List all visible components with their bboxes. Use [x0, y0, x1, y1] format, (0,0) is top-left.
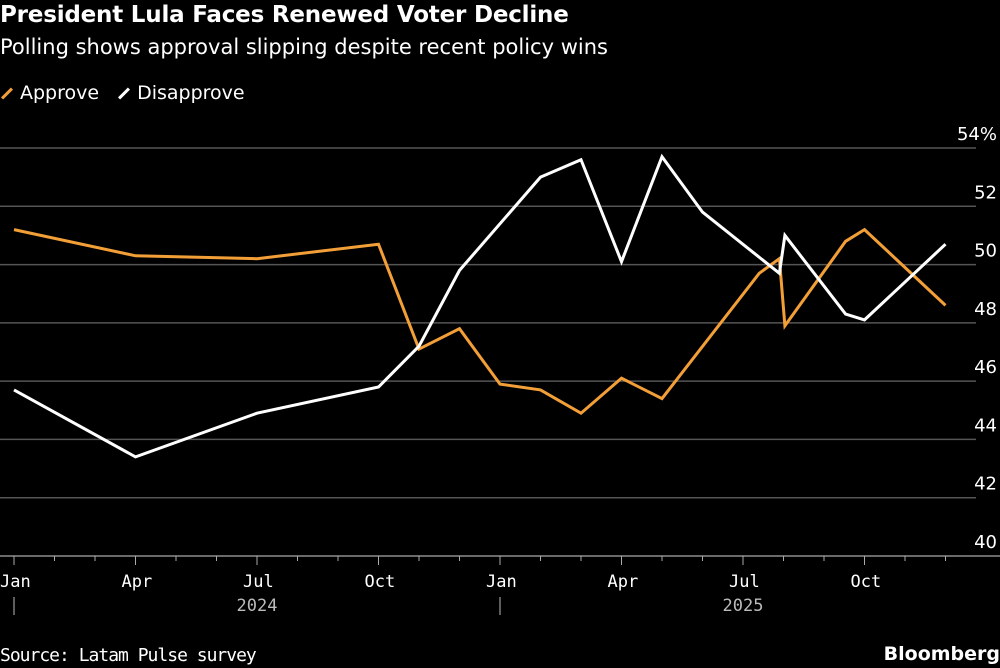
x-tick-label: Jan [486, 572, 517, 592]
bloomberg-logo: Bloomberg [883, 643, 1000, 665]
legend: Approve Disapprove [0, 82, 245, 104]
y-tick-label: 44 [974, 415, 997, 436]
x-tick-label: Jul [729, 572, 760, 592]
y-tick-label: 42 [974, 474, 997, 495]
y-tick-label: 52 [974, 182, 997, 203]
x-tick-label: Apr [608, 572, 639, 592]
series-line-disapprove [13, 153, 947, 459]
x-year-label: 2024 [237, 596, 278, 616]
source-note: Source: Latam Pulse survey [0, 645, 257, 666]
y-tick-label: 48 [974, 299, 997, 320]
legend-item-disapprove: Disapprove [117, 82, 245, 104]
x-tick-label: Oct [365, 572, 396, 592]
chart-title: President Lula Faces Renewed Voter Decli… [0, 2, 569, 28]
x-tick-label: Jul [243, 572, 274, 592]
x-tick-label: Oct [851, 572, 882, 592]
x-tick-label: Apr [122, 572, 153, 592]
series-line-approve [13, 227, 947, 416]
x-year-label: 2025 [723, 596, 764, 616]
legend-label-disapprove: Disapprove [137, 82, 245, 104]
y-tick-label: 54% [957, 124, 997, 145]
y-tick-label: 40 [974, 532, 997, 553]
x-tick-label: Jan [0, 572, 31, 592]
y-tick-label: 46 [974, 357, 997, 378]
chart-subtitle: Polling shows approval slipping despite … [0, 35, 608, 59]
y-tick-label: 50 [974, 241, 997, 262]
legend-label-approve: Approve [20, 82, 100, 104]
legend-item-approve: Approve [0, 82, 99, 104]
